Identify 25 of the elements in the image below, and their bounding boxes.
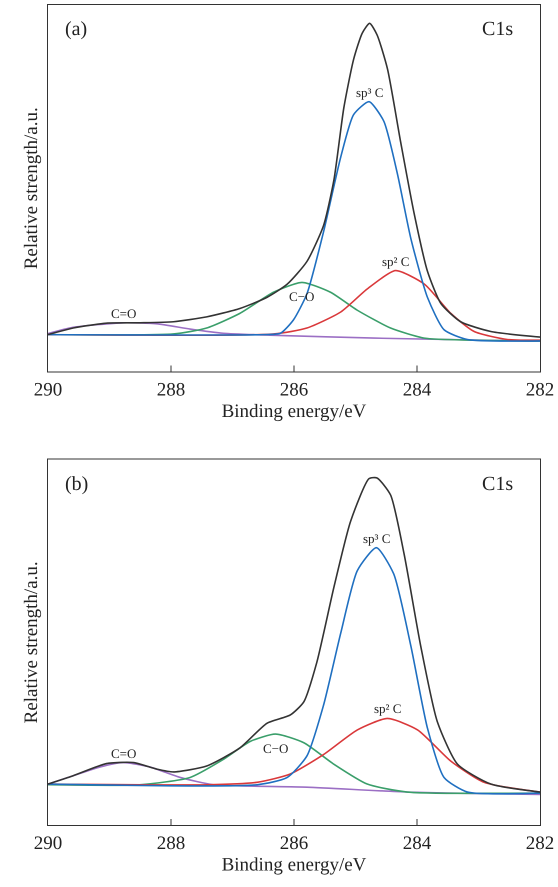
x-tick-label: 288 xyxy=(156,379,186,400)
x-tick-label: 290 xyxy=(34,832,62,854)
series-label: C=O xyxy=(111,306,136,321)
x-axis-title: Binding energy/eV xyxy=(222,401,367,422)
series-label: sp³ C xyxy=(363,531,390,546)
annotation: C1s xyxy=(482,18,514,40)
y-axis-title: Relative strength/a.u. xyxy=(20,561,42,724)
x-tick-label: 290 xyxy=(34,379,62,400)
x-tick-label: 282 xyxy=(526,832,554,854)
x-tick-label: 284 xyxy=(402,379,432,400)
y-axis-title: Relative strength/a.u. xyxy=(20,107,42,270)
x-tick-label: 288 xyxy=(156,832,186,854)
x-tick-label: 284 xyxy=(402,832,432,854)
x-tick-label: 282 xyxy=(526,379,554,400)
x-tick-label: 286 xyxy=(280,832,308,854)
annotation: C1s xyxy=(482,473,514,495)
series-label: sp³ C xyxy=(356,85,384,100)
x-tick-label: 286 xyxy=(280,379,308,400)
series-label: sp² C xyxy=(382,254,410,269)
annotation: (b) xyxy=(65,473,88,495)
series-label: C−O xyxy=(263,741,288,756)
x-axis-title: Binding energy/eV xyxy=(222,854,367,876)
series-label: sp² C xyxy=(374,701,402,716)
series-label: C=O xyxy=(111,746,136,761)
annotation: (a) xyxy=(65,18,88,40)
